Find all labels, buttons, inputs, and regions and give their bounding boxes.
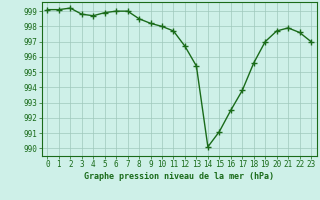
X-axis label: Graphe pression niveau de la mer (hPa): Graphe pression niveau de la mer (hPa) (84, 172, 274, 181)
